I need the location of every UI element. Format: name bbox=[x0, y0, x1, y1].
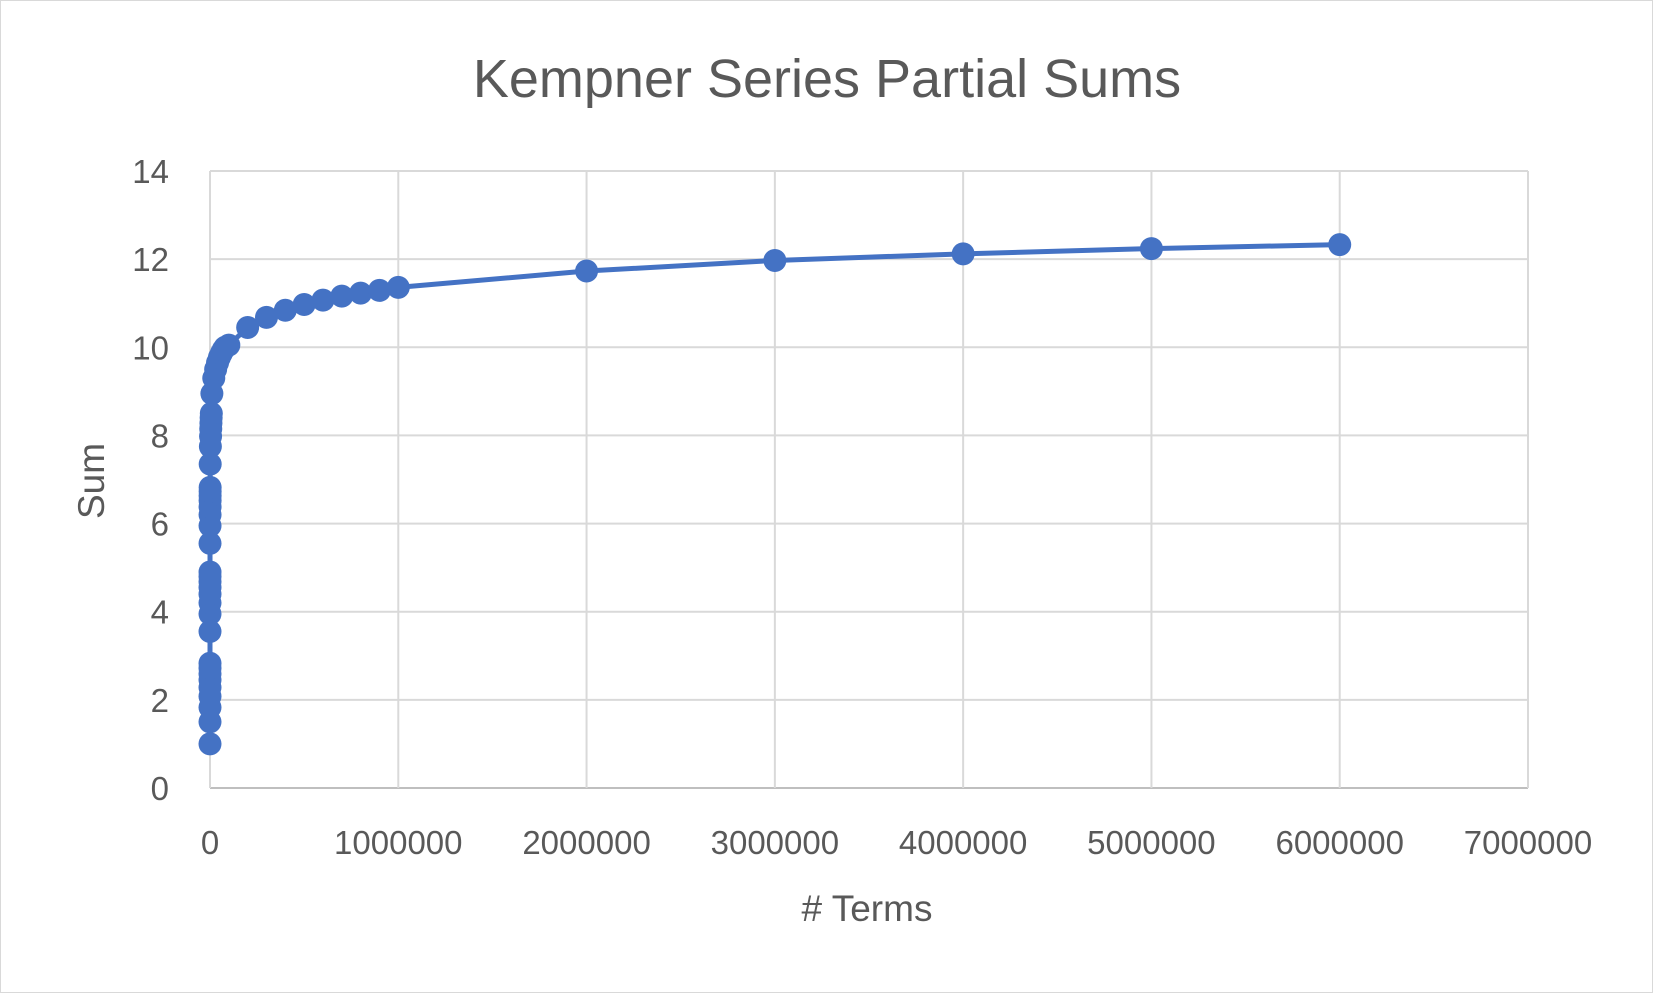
x-tick-label: 5000000 bbox=[1087, 824, 1215, 861]
data-point bbox=[254, 305, 278, 329]
data-point bbox=[198, 531, 222, 555]
data-point bbox=[1139, 237, 1163, 261]
data-point bbox=[198, 452, 222, 476]
y-tick-label: 10 bbox=[132, 329, 169, 366]
chart-title: Kempner Series Partial Sums bbox=[473, 49, 1181, 109]
data-point bbox=[198, 620, 222, 644]
y-tick-label: 14 bbox=[132, 153, 169, 190]
y-tick-label: 8 bbox=[151, 417, 169, 454]
data-point bbox=[386, 275, 410, 299]
x-tick-label: 1000000 bbox=[334, 824, 462, 861]
data-point bbox=[575, 259, 599, 283]
data-point bbox=[1328, 233, 1352, 257]
data-point bbox=[951, 242, 975, 266]
x-tick-label: 7000000 bbox=[1464, 824, 1592, 861]
data-point bbox=[198, 732, 222, 756]
data-point bbox=[236, 315, 260, 339]
x-tick-label: 2000000 bbox=[522, 824, 650, 861]
gridlines bbox=[209, 170, 1529, 789]
y-tick-label: 2 bbox=[151, 682, 169, 719]
tick-labels: 0 2 4 6 8 10 12 14 0 1000000 2000000 3000000 4000000… bbox=[132, 153, 1592, 861]
data-point bbox=[273, 298, 297, 322]
x-tick-label: 4000000 bbox=[899, 824, 1027, 861]
data-point bbox=[367, 278, 391, 302]
data-point bbox=[198, 651, 222, 675]
data-point bbox=[330, 284, 354, 308]
data-point bbox=[199, 401, 223, 425]
x-axis-title: # Terms bbox=[802, 888, 933, 929]
x-tick-label: 0 bbox=[201, 824, 219, 861]
x-tick-label: 6000000 bbox=[1275, 824, 1403, 861]
y-tick-label: 4 bbox=[151, 594, 169, 631]
y-tick-label: 12 bbox=[132, 241, 169, 278]
data-point bbox=[198, 560, 222, 584]
series-sum bbox=[198, 233, 1352, 756]
data-point bbox=[349, 281, 373, 305]
y-tick-label: 6 bbox=[151, 506, 169, 543]
y-tick-label: 0 bbox=[151, 770, 169, 807]
data-point bbox=[217, 333, 241, 357]
x-tick-label: 3000000 bbox=[711, 824, 839, 861]
data-point bbox=[198, 475, 222, 499]
data-point bbox=[292, 293, 316, 317]
data-point bbox=[763, 248, 787, 272]
y-axis-title: Sum bbox=[71, 443, 112, 519]
data-point bbox=[311, 288, 335, 312]
